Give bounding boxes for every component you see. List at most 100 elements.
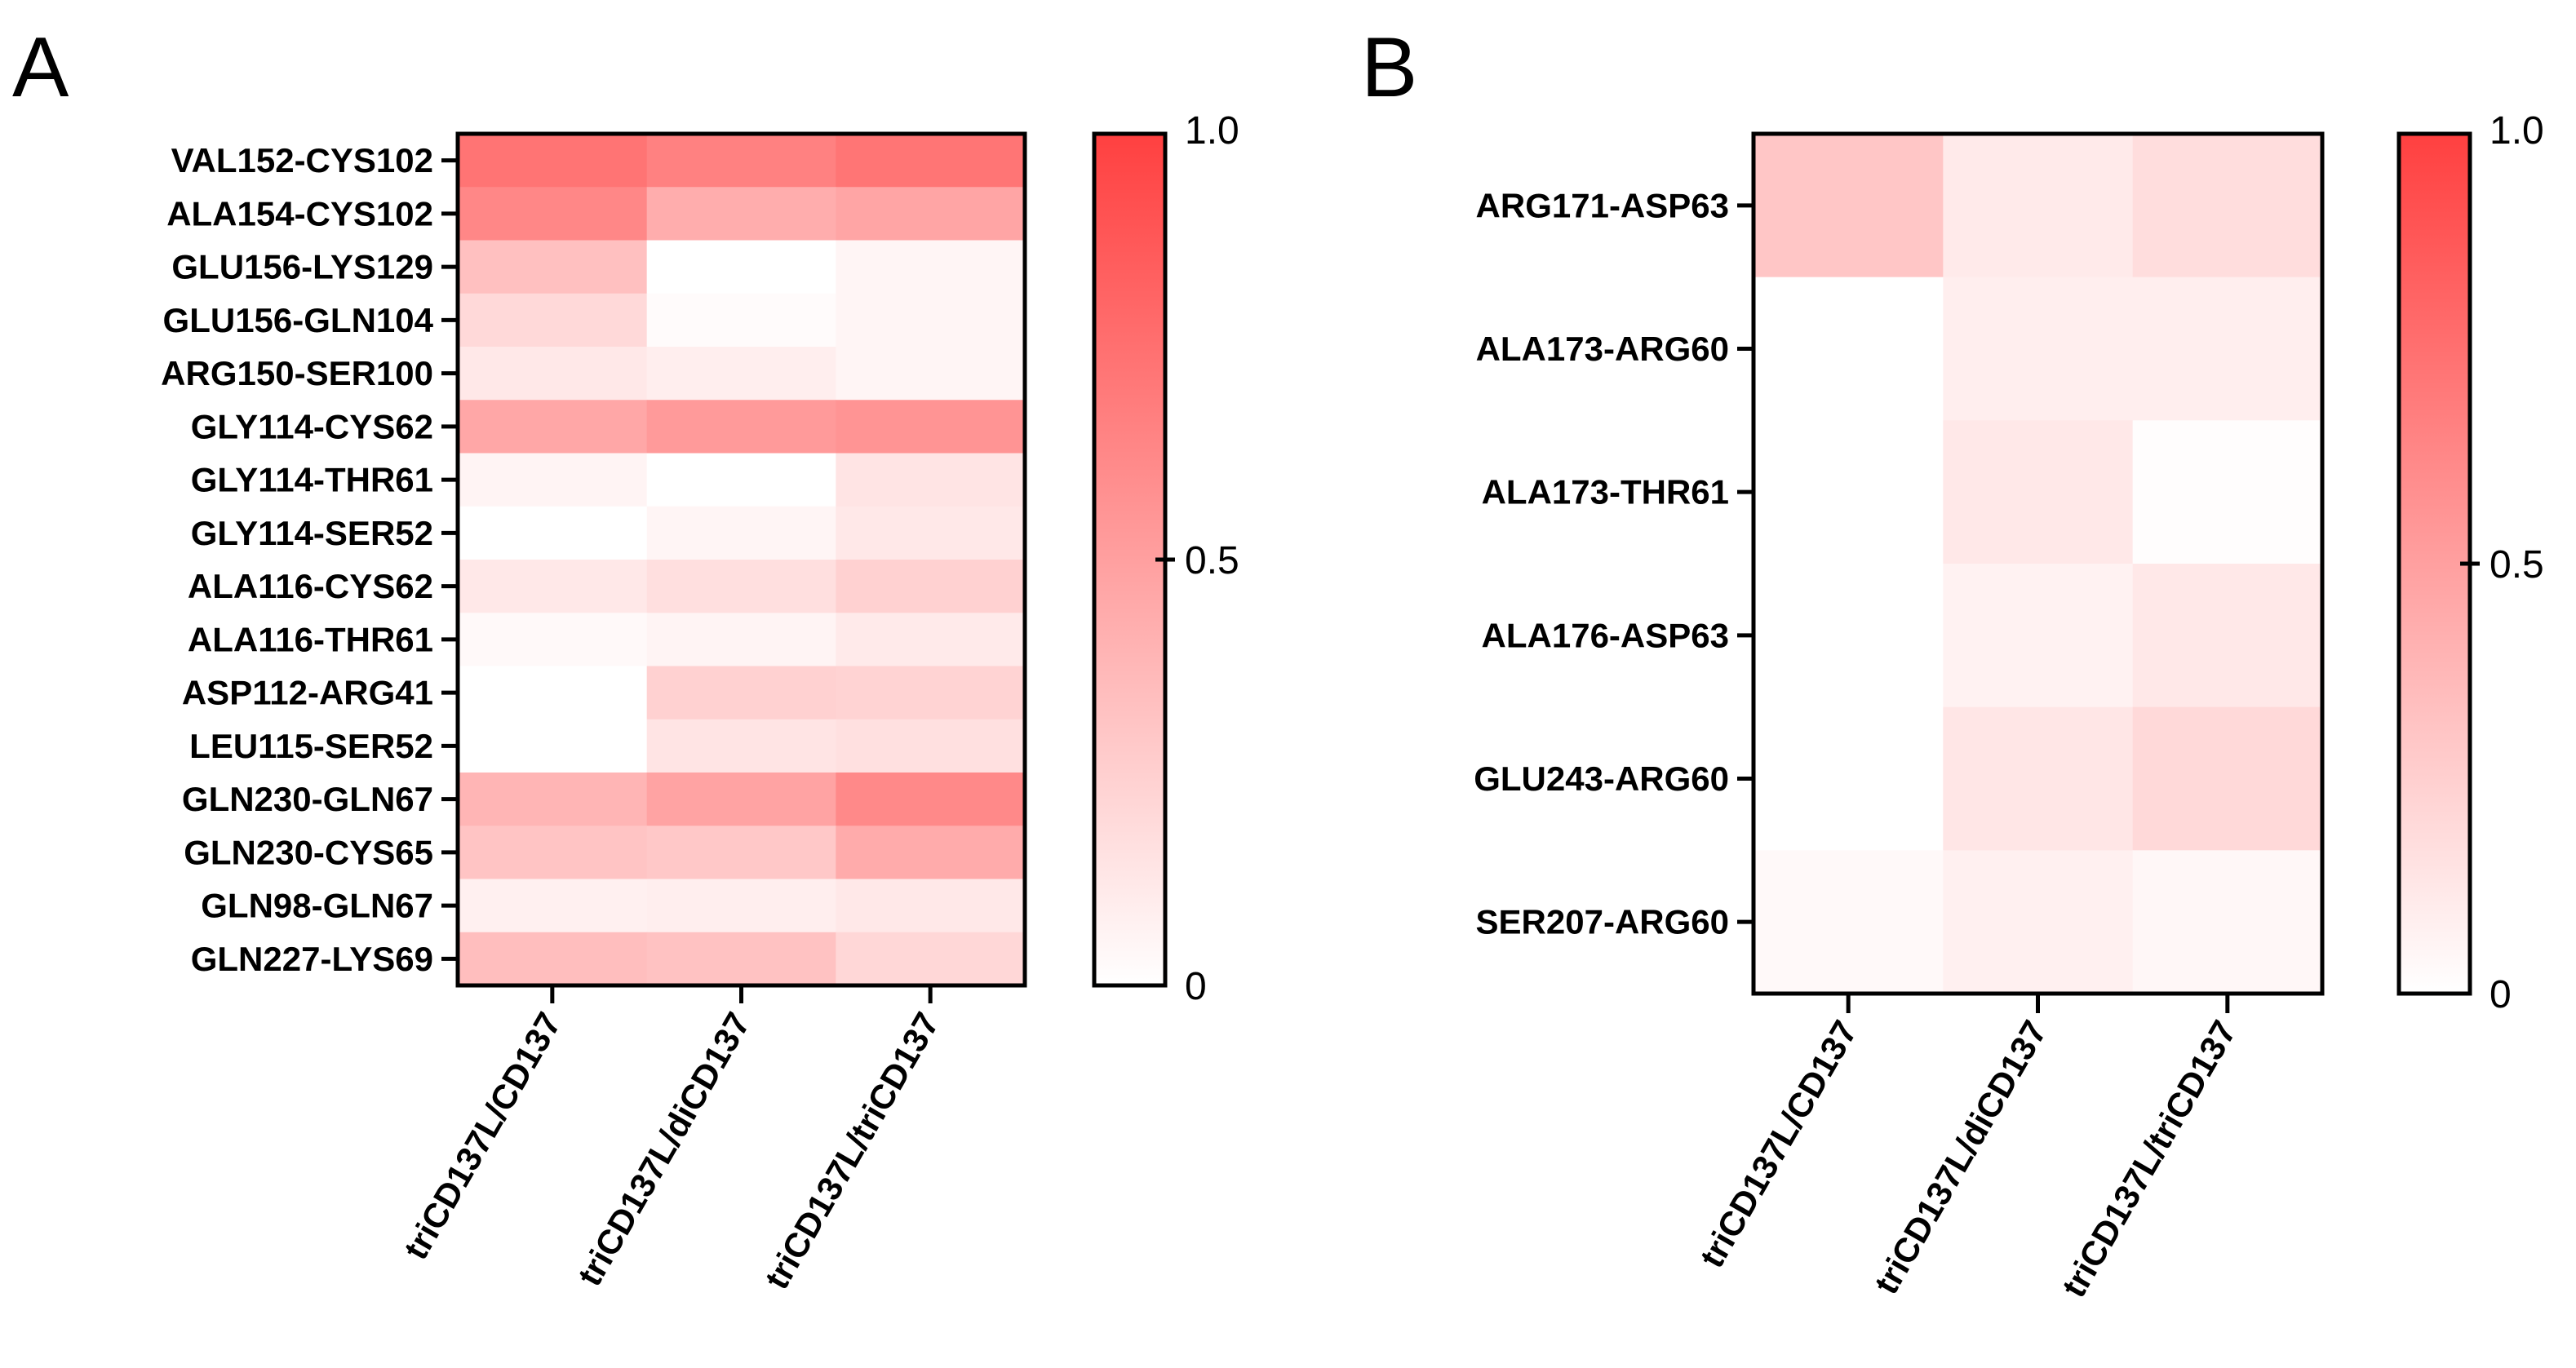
panel-a-cell-r7-c1 <box>458 453 648 507</box>
panel-b-label: B <box>1361 20 1417 115</box>
panel-a-row-label: GLU156-GLN104 <box>163 301 434 339</box>
panel-b-row-label: GLU243-ARG60 <box>1474 759 1729 798</box>
panel-a-cell-r2-c3 <box>836 187 1026 241</box>
panel-a-cell-r5-c3 <box>836 347 1026 401</box>
panel-b-cell-r6-c1 <box>1754 850 1944 994</box>
panel-a: A VAL152-CYS102 ALA154-CYS102 GLU156-LYS12… <box>12 20 1239 1295</box>
panel-b-cell-r4-c2 <box>1943 564 2134 708</box>
panel-a-cell-r15-c1 <box>458 879 648 933</box>
panel-a-column-labels: triCD137L/CD137 triCD137L/diCD137 triCD137… <box>397 985 947 1295</box>
panel-a-colorbar-gradient <box>1092 131 1168 988</box>
panel-a-column-label: triCD137L/triCD137 <box>757 1006 947 1295</box>
panel-a-cell-r11-c2 <box>646 666 836 720</box>
panel-a-cell-r6-c2 <box>646 400 836 454</box>
panel-b-cell-r5-c3 <box>2132 706 2323 851</box>
panel-a-row-label: GLN230-CYS65 <box>184 833 433 871</box>
panel-a-row-label: ALA116-THR61 <box>188 620 433 658</box>
panel-b-cell-r6-c3 <box>2132 850 2323 994</box>
panel-a-colorbar-tick-label: 0.5 <box>1185 539 1239 582</box>
panel-a-cell-r15-c2 <box>646 879 836 933</box>
panel-a-colorbar-tick-label: 0 <box>1185 965 1207 1008</box>
panel-a-colorbar-tick-label: 1.0 <box>1185 109 1239 153</box>
panel-a-cell-r12-c3 <box>836 719 1026 773</box>
panel-a-cell-r10-c3 <box>836 613 1026 667</box>
panel-a-row-label: GLN98-GLN67 <box>201 887 433 925</box>
panel-b-colorbar-tick-label: 0 <box>2490 973 2512 1016</box>
panel-b-cell-r2-c3 <box>2132 277 2323 421</box>
panel-b-cell-r2-c1 <box>1754 277 1944 421</box>
panel-a-label: A <box>12 20 69 115</box>
panel-a-cell-r9-c2 <box>646 560 836 613</box>
panel-a-cell-r14-c3 <box>836 826 1026 880</box>
panel-b-row-label: ALA176-ASP63 <box>1482 616 1729 654</box>
panel-b-column-labels: triCD137L/CD137 triCD137L/diCD137 triCD137… <box>1692 994 2244 1304</box>
panel-a-cell-r7-c2 <box>646 453 836 507</box>
panel-a-cell-r11-c1 <box>458 666 648 720</box>
panel-a-row-label: ASP112-ARG41 <box>182 674 433 712</box>
panel-a-cell-r8-c1 <box>458 506 648 560</box>
panel-a-cell-r14-c1 <box>458 826 648 880</box>
panel-a-row-label: GLN227-LYS69 <box>191 940 433 978</box>
panel-a-row-label: ARG150-SER100 <box>161 354 433 392</box>
panel-a-cell-r4-c2 <box>646 293 836 348</box>
panel-b-cell-r4-c3 <box>2132 564 2323 708</box>
panel-a-row-label: ALA154-CYS102 <box>166 194 433 232</box>
panel-b-cell-r1-c3 <box>2132 134 2323 278</box>
panel-b-cell-r4-c1 <box>1754 564 1944 708</box>
panel-a-cell-r12-c2 <box>646 719 836 773</box>
panel-a-cell-r16-c2 <box>646 932 836 986</box>
panel-a-cell-r6-c1 <box>458 400 648 454</box>
panel-a-cell-r8-c2 <box>646 506 836 560</box>
panel-a-cell-r4-c1 <box>458 293 648 348</box>
panel-a-column-label: triCD137L/diCD137 <box>570 1006 758 1292</box>
panel-b-column-label: triCD137L/triCD137 <box>2055 1014 2244 1304</box>
panel-b-row-label: ALA173-ARG60 <box>1476 330 1729 368</box>
panel-a-row-labels: VAL152-CYS102 ALA154-CYS102 GLU156-LYS129 G… <box>161 141 458 978</box>
panel-b-cell-r1-c1 <box>1754 134 1944 278</box>
panel-a-cell-r13-c1 <box>458 773 648 826</box>
panel-a-cell-r16-c3 <box>836 932 1026 986</box>
panel-b-colorbar: 0 0.5 1.0 <box>2396 109 2544 1016</box>
panel-b-cell-r2-c2 <box>1943 277 2134 421</box>
panel-a-cell-r11-c3 <box>836 666 1026 720</box>
panel-a-cell-r6-c3 <box>836 400 1026 454</box>
panel-a-row-label: GLY114-SER52 <box>191 514 433 552</box>
panel-a-cell-r2-c2 <box>646 187 836 241</box>
panel-a-row-label: LEU115-SER52 <box>189 727 433 765</box>
panel-b-row-label: SER207-ARG60 <box>1476 903 1729 941</box>
panel-a-cell-r5-c1 <box>458 347 648 401</box>
panel-a-row-label: ALA116-CYS62 <box>188 567 433 605</box>
panel-a-cell-r2-c1 <box>458 187 648 241</box>
panel-b: B ARG171-ASP63 ALA173-ARG60 ALA173-THR61 AL… <box>1361 20 2544 1304</box>
panel-b-cell-r3-c1 <box>1754 420 1944 564</box>
panel-b-row-labels: ARG171-ASP63 ALA173-ARG60 ALA173-THR61 ALA1… <box>1474 186 1754 941</box>
panel-a-cell-r1-c3 <box>836 134 1026 188</box>
panel-a-row-label: VAL152-CYS102 <box>171 141 433 179</box>
panel-a-cell-r5-c2 <box>646 347 836 401</box>
panel-b-cell-r5-c2 <box>1943 706 2134 851</box>
panel-a-cell-r1-c1 <box>458 134 648 188</box>
panel-a-cell-r1-c2 <box>646 134 836 188</box>
panel-b-cell-r3-c2 <box>1943 420 2134 564</box>
panel-a-cell-r3-c2 <box>646 240 836 294</box>
panel-a-cell-r4-c3 <box>836 293 1026 348</box>
panel-a-cell-r10-c1 <box>458 613 648 667</box>
panel-b-row-label: ALA173-THR61 <box>1482 473 1729 511</box>
panel-a-cells <box>455 131 1027 988</box>
panel-a-cell-r7-c3 <box>836 453 1026 507</box>
panel-a-row-label: GLU156-LYS129 <box>171 248 433 286</box>
panel-a-cell-r9-c3 <box>836 560 1026 613</box>
panel-b-colorbar-gradient <box>2396 131 2472 996</box>
panel-a-cell-r9-c1 <box>458 560 648 613</box>
panel-a-cell-r13-c2 <box>646 773 836 826</box>
panel-a-cell-r10-c2 <box>646 613 836 667</box>
panel-a-cell-r12-c1 <box>458 719 648 773</box>
panel-a-row-label: GLN230-GLN67 <box>182 780 433 818</box>
panel-a-cell-r14-c2 <box>646 826 836 880</box>
panel-a-colorbar: 0 0.5 1.0 <box>1092 109 1239 1008</box>
panel-b-colorbar-tick-label: 0.5 <box>2490 543 2544 587</box>
panel-a-cell-r3-c1 <box>458 240 648 294</box>
panel-b-column-label: triCD137L/diCD137 <box>1867 1014 2055 1300</box>
panel-a-cell-r16-c1 <box>458 932 648 986</box>
